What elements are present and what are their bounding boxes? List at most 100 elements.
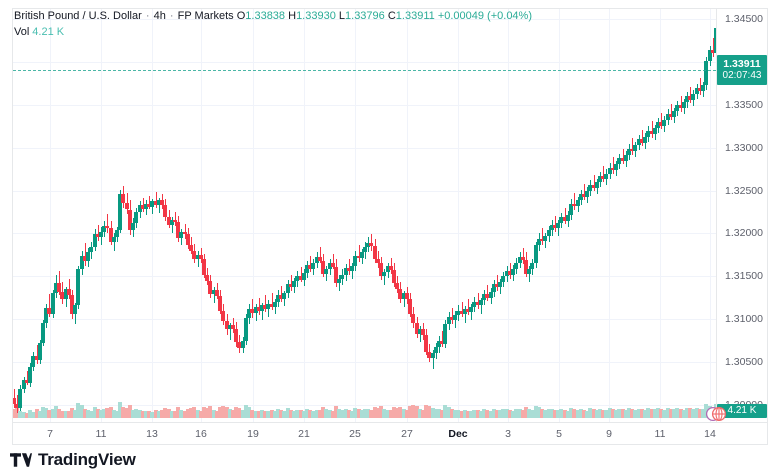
candle-body [443,324,448,345]
candle-wick [310,255,311,273]
candle-body [533,245,538,264]
candle-body [292,281,297,288]
candle-wick [359,245,360,262]
candle-body [69,295,74,315]
volume-bar [272,411,277,418]
volume-bar [53,406,58,418]
candle-wick [156,192,157,208]
volume-bar [507,409,512,418]
candle-body [578,194,583,201]
volume-bar [330,410,335,418]
time-axis[interactable]: 7 11 13 16 19 21 25 27 Dec 3 5 9 11 14 [13,423,767,445]
candle-body [31,356,36,368]
volume-bar [343,409,348,418]
chart-plot-area[interactable] [13,9,716,422]
time-axis-tick: 3 [505,428,511,440]
candle-body [704,61,709,86]
candle-body [691,93,696,100]
volume-badge[interactable]: 4.21 K [717,404,767,418]
candle-body [420,329,425,336]
globe-clock-icon[interactable] [705,406,727,427]
volume-bar [414,406,419,418]
candle-body [495,284,499,288]
volume-bar [18,410,23,418]
candle-body [285,284,290,294]
candle-body [610,167,615,171]
volume-bar [424,405,429,418]
volume-bar [76,403,81,418]
volume-bar [469,411,474,418]
candle-body [208,281,213,295]
candle-body [469,307,474,313]
gridline-vertical [50,9,51,422]
volume-bar [517,408,522,418]
candle-body [227,325,232,330]
volume-bar [169,410,174,418]
time-axis-tick: 5 [556,428,562,440]
volume-bar [466,410,471,418]
volume-bar [124,408,129,418]
candle-body [707,50,712,62]
candle-wick [85,242,86,267]
volume-bar [498,410,503,418]
candle-body [449,317,454,321]
candle-body [40,323,45,344]
volume-bar [523,406,528,418]
volume-bar [430,407,435,418]
volume-bar [79,405,84,418]
volume-bar [388,410,393,418]
candle-body [514,262,519,269]
volume-bar [565,410,570,418]
candle-body [259,305,264,311]
candle-wick [149,195,150,210]
volume-bar [630,408,635,418]
volume-bar [359,410,364,418]
candle-body [430,353,435,358]
volume-bar [520,409,525,418]
candle-body [15,404,20,409]
volume-bar [305,408,310,418]
volume-bar [137,410,142,418]
candle-wick [468,299,469,315]
price-axis-tick: 1.32000 [725,227,763,240]
gridline-vertical [201,9,202,422]
volume-bar [240,409,245,418]
candle-body [50,293,55,315]
volume-bar [501,409,506,418]
volume-bar [195,410,200,418]
candle-body [527,269,532,274]
candle-body [411,314,416,324]
candle-body [649,130,654,135]
candle-body [337,278,342,284]
candle-body [89,247,94,253]
candle-body [24,380,29,383]
volume-bar [105,407,110,418]
volume-bar [491,408,496,418]
candle-body [76,269,81,306]
volume-bar [201,407,206,418]
candle-body [144,203,149,209]
candle-body [398,289,403,299]
volume-bar [66,410,71,418]
volume-bar [173,411,177,418]
candle-body [308,265,313,269]
tradingview-logo[interactable]: TradingView [10,450,136,470]
candle-body [343,267,348,275]
volume-bar [147,410,152,418]
volume-bar [652,409,657,418]
candle-wick [326,266,327,282]
candle-body [57,283,62,292]
candle-body [598,176,603,183]
volume-bar [478,410,483,418]
candle-body [459,310,464,315]
candle-body [520,257,525,261]
candle-wick [584,183,585,201]
volume-bar [176,407,181,418]
candle-wick [442,331,443,347]
current-price-badge[interactable]: 1.33911 02:07:43 [717,54,767,85]
candle-body [391,270,396,284]
volume-bar [13,408,16,418]
volume-bar [610,409,615,418]
candle-wick [230,322,231,340]
candle-body [475,302,480,306]
